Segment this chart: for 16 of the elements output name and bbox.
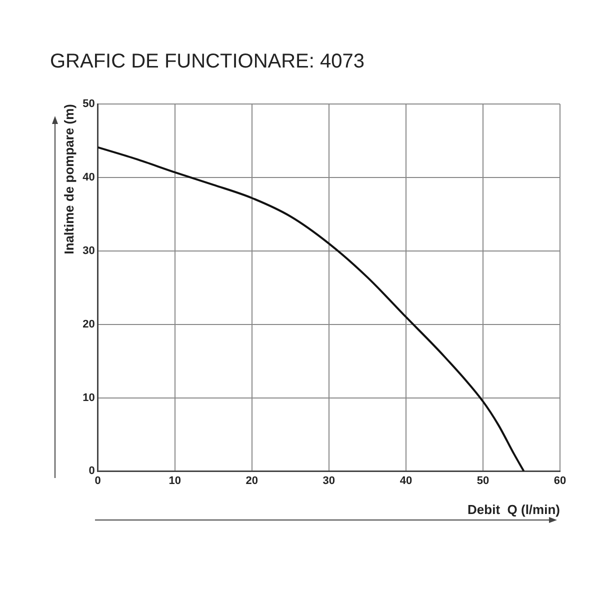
y-tick-label: 20 xyxy=(82,318,95,330)
y-axis-title: Inaltime de pompare (m) xyxy=(61,104,76,254)
y-tick-label: 40 xyxy=(82,171,95,184)
y-tick-label: 50 xyxy=(82,98,95,110)
y-tick-label: 0 xyxy=(88,465,95,478)
x-tick-label: 40 xyxy=(400,474,412,487)
x-tick-label: 30 xyxy=(322,474,336,487)
line-series xyxy=(98,146,525,472)
y-tick-label: 10 xyxy=(82,392,95,404)
x-tick-label: 20 xyxy=(246,474,258,487)
x-axis-title: Debit Q (l/min) xyxy=(468,502,560,517)
x-tick-label: 60 xyxy=(554,474,566,487)
chart-title: GRAFIC DE FUNCTIONARE: 4073 xyxy=(50,50,365,73)
x-tick-label: 10 xyxy=(168,474,181,487)
y-tick-label: 30 xyxy=(82,244,95,257)
x-tick-label: 50 xyxy=(476,474,490,487)
